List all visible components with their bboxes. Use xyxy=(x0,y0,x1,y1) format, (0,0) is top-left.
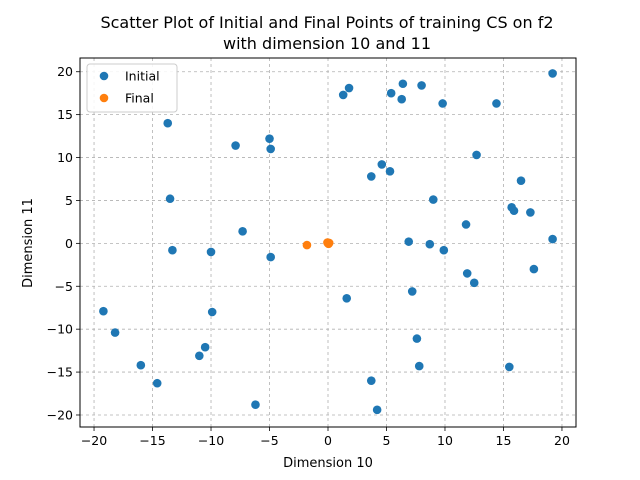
data-point-initial xyxy=(372,405,382,415)
chart-title-line2: with dimension 10 and 11 xyxy=(223,34,431,53)
data-point-initial xyxy=(338,90,348,100)
legend: Initial Final xyxy=(86,63,178,113)
data-point-initial xyxy=(266,144,275,154)
data-point-initial xyxy=(438,99,447,108)
y-tick-label: −15 xyxy=(47,365,73,380)
data-point-initial xyxy=(168,245,177,255)
data-point-initial xyxy=(526,208,535,217)
data-point-initial xyxy=(195,351,204,361)
data-point-initial xyxy=(509,206,519,216)
x-tick-label: −5 xyxy=(260,433,278,448)
data-point-initial xyxy=(417,81,426,90)
x-tick-label: −10 xyxy=(198,433,224,448)
data-point-final xyxy=(324,239,333,249)
data-point-initial xyxy=(412,334,422,343)
legend-label-initial: Initial xyxy=(125,69,160,84)
x-tick-label: 15 xyxy=(496,433,512,448)
y-tick-label: 20 xyxy=(57,64,73,79)
legend-marker-initial xyxy=(99,71,109,81)
y-tick-label: 15 xyxy=(57,107,73,122)
data-point-initial xyxy=(366,376,376,385)
data-point-initial xyxy=(200,342,210,352)
data-point-initial xyxy=(469,278,479,288)
y-tick-label: 5 xyxy=(65,193,73,208)
data-point-initial xyxy=(385,166,395,176)
data-points xyxy=(99,69,557,415)
x-tick-label: 0 xyxy=(324,433,332,448)
y-tick-label: −20 xyxy=(47,407,73,422)
y-tick-label: −5 xyxy=(55,279,73,294)
data-point-initial xyxy=(266,252,275,262)
data-point-initial xyxy=(397,94,406,104)
chart-title-line1: Scatter Plot of Initial and Final Points… xyxy=(100,13,553,32)
data-point-initial xyxy=(152,378,162,388)
data-point-initial xyxy=(163,118,173,128)
data-point-initial xyxy=(529,264,539,274)
y-tick-label: −10 xyxy=(47,322,73,337)
data-point-final xyxy=(302,240,312,250)
data-point-initial xyxy=(414,361,424,371)
x-tick-label: 5 xyxy=(383,433,391,448)
data-point-initial xyxy=(377,160,387,169)
data-point-initial xyxy=(439,245,449,255)
data-point-initial xyxy=(386,88,396,98)
data-point-initial xyxy=(462,269,472,278)
data-point-initial xyxy=(505,362,514,372)
grid-lines xyxy=(80,58,576,427)
data-point-initial xyxy=(344,83,354,93)
x-tick-label: −15 xyxy=(139,433,165,448)
data-point-initial xyxy=(99,306,108,316)
y-tick-label: 10 xyxy=(57,150,73,165)
data-point-initial xyxy=(136,360,146,370)
data-point-initial xyxy=(492,99,501,108)
data-point-initial xyxy=(548,234,557,244)
x-tick-label: −20 xyxy=(81,433,107,448)
legend-marker-final xyxy=(99,93,109,103)
data-point-initial xyxy=(265,134,274,143)
data-point-initial xyxy=(110,328,120,337)
data-point-initial xyxy=(516,176,526,186)
data-point-initial xyxy=(404,237,414,246)
x-tick-label: 10 xyxy=(437,433,453,448)
axis-ticks: −20 −15 −10 −5 0 5 10 15 20 −20 −15 −10 −5 0 5 10 15 20 xyxy=(47,64,570,448)
y-tick-label: 0 xyxy=(65,236,73,251)
data-point-initial xyxy=(342,293,352,303)
legend-box xyxy=(86,63,178,113)
x-axis-label: Dimension 10 xyxy=(283,456,373,471)
x-tick-label: 20 xyxy=(554,433,570,448)
data-point-initial xyxy=(165,194,175,204)
data-point-initial xyxy=(398,79,408,89)
data-point-initial xyxy=(425,239,435,249)
data-point-initial xyxy=(231,141,240,150)
data-point-initial xyxy=(206,247,216,257)
data-point-initial xyxy=(407,287,417,296)
data-point-initial xyxy=(548,69,557,78)
legend-label-final: Final xyxy=(125,91,154,106)
data-point-initial xyxy=(461,220,471,229)
y-axis-label: Dimension 11 xyxy=(21,198,36,288)
data-point-initial xyxy=(472,150,481,160)
data-point-initial xyxy=(238,227,247,236)
data-point-initial xyxy=(366,172,376,181)
data-point-initial xyxy=(428,195,438,204)
data-point-initial xyxy=(251,400,260,409)
data-point-initial xyxy=(207,307,217,317)
